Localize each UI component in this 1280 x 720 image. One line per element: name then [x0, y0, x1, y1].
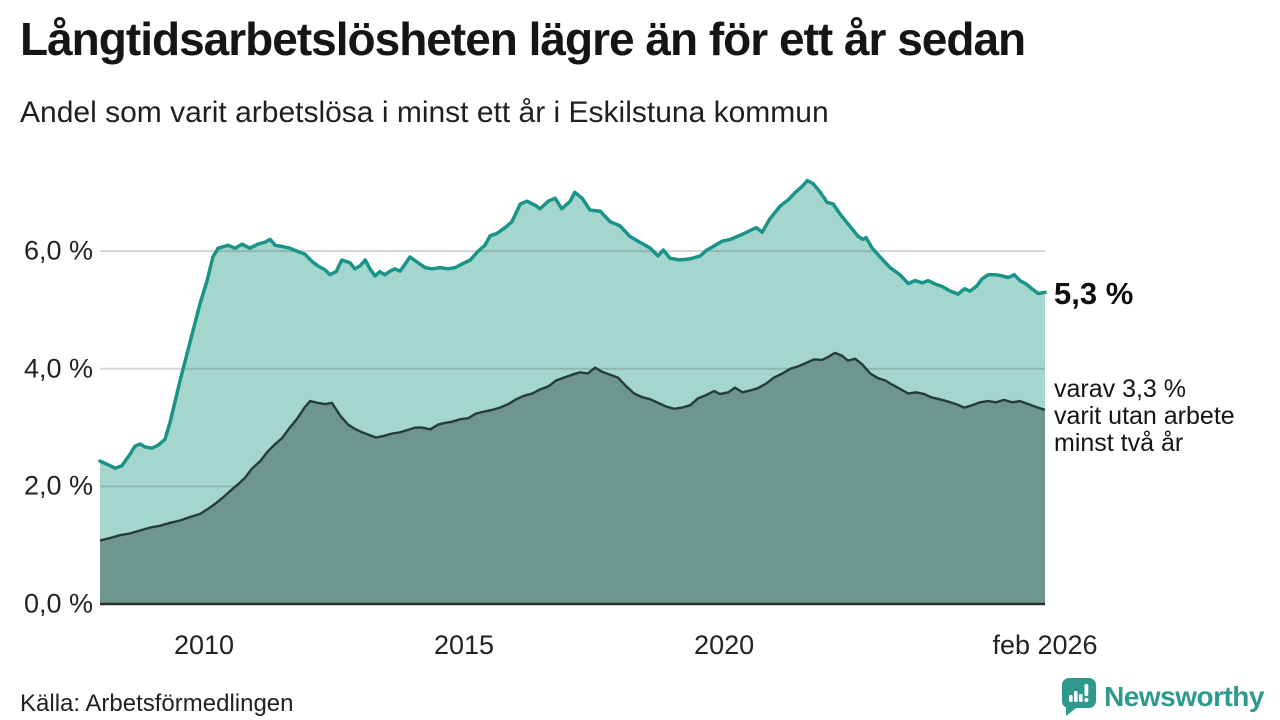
x-tick-label: feb 2026	[992, 630, 1098, 660]
secondary-annotation-line3: minst två år	[1054, 429, 1184, 457]
page-title: Långtidsarbetslösheten lägre än för ett …	[20, 13, 1026, 65]
two-year-area-fill	[100, 352, 1045, 604]
two-year-line	[99, 351, 1046, 542]
secondary-annotation-line2: varit utan arbete	[1054, 402, 1235, 430]
source-note: Källa: Arbetsförmedlingen	[20, 690, 294, 717]
bar-chart-bubble-icon	[1062, 678, 1097, 716]
newsworthy-logo: Newsworthy	[1060, 676, 1264, 718]
newsworthy-wordmark: Newsworthy	[1104, 681, 1264, 712]
y-tick-label: 4,0 %	[23, 353, 93, 384]
secondary-annotation-line1: varav 3,3 %	[1054, 375, 1187, 403]
y-tick-label: 0,0 %	[23, 588, 93, 619]
x-tick-label: 2015	[434, 630, 495, 660]
x-tick-label: 2010	[173, 630, 235, 660]
chart-subtitle: Andel som varit arbetslösa i minst ett å…	[20, 96, 829, 129]
latest-value-annotation: 5,3 %	[1054, 276, 1134, 311]
total-line	[98, 178, 1047, 470]
x-tick-label: 2020	[694, 630, 755, 660]
y-tick-label: 6,0 %	[23, 235, 93, 266]
secondary-value-annotation: varav 3,3 % varit utan arbete minst två …	[1054, 376, 1235, 457]
y-tick-label: 2,0 %	[23, 470, 93, 501]
